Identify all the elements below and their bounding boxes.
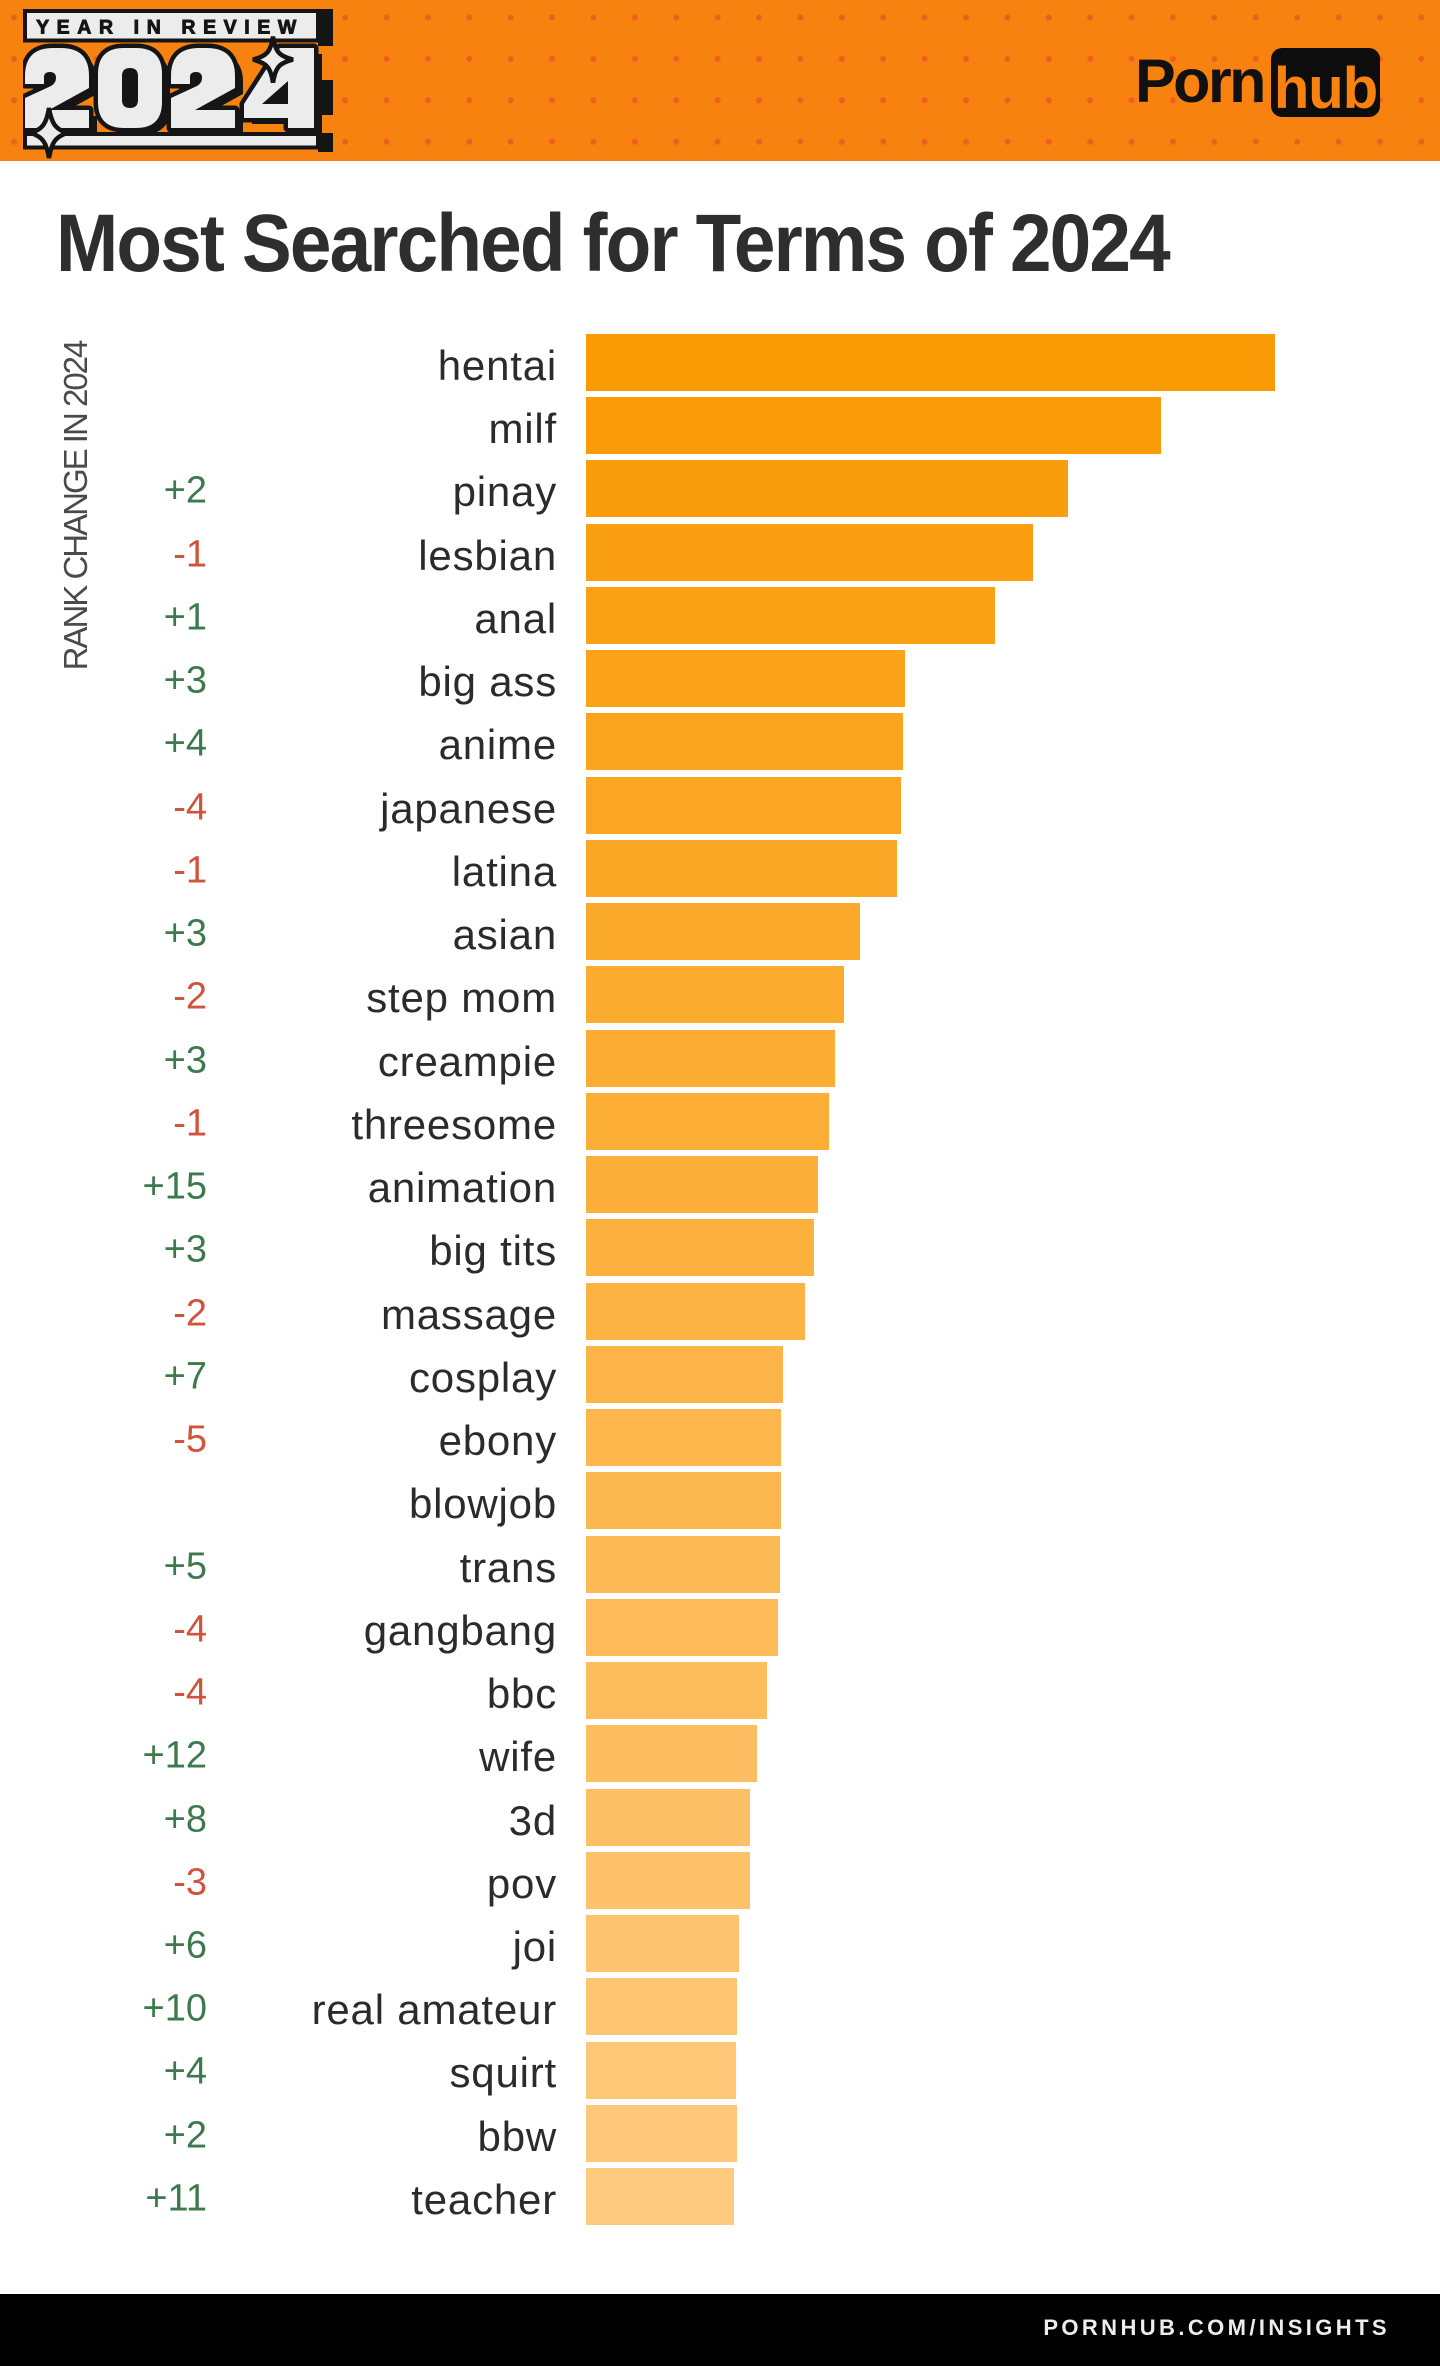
svg-text:YEAR IN REVIEW: YEAR IN REVIEW xyxy=(36,17,304,39)
